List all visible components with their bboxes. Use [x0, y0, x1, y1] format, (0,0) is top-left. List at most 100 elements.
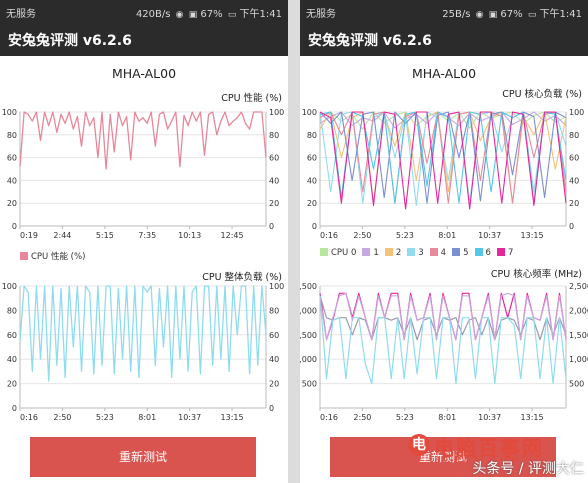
legend-swatch — [20, 252, 28, 260]
y-tick-label-right: 20 — [569, 199, 579, 208]
y-tick-label-left: 2,000 — [300, 306, 317, 315]
legend-item: 4 — [429, 248, 447, 258]
x-tick-label: 13:15 — [221, 413, 244, 422]
x-tick-label: 2:44 — [53, 231, 71, 240]
x-tick-label: 8:01 — [438, 413, 456, 422]
wifi-icon: ◉ — [475, 10, 484, 20]
y-tick-label-right: 60 — [569, 154, 579, 163]
series-line-7 — [319, 111, 567, 210]
data-icon: ▣ — [188, 10, 198, 20]
chart-title-cpu-load: CPU 整体负载 (%) — [202, 272, 282, 283]
legend-swatch — [429, 248, 438, 256]
y-tick-label-left: 80 — [307, 131, 317, 140]
y-tick-label-left: 20 — [307, 199, 317, 208]
carrier-label: 无服务 — [6, 9, 36, 20]
x-tick-label: 5:23 — [396, 231, 414, 240]
y-tick-label-right: 40 — [569, 176, 579, 185]
legend-swatch — [496, 248, 505, 256]
legend-item: 2 — [384, 248, 401, 258]
left-screenshot: 无服务 420B/s ◉ ▣ 67% ▭ 下午1:41 安兔兔评测 v6.2.6… — [0, 0, 288, 483]
watermark-name: 电脑百事网 — [434, 436, 544, 460]
legend-item: 1 — [362, 248, 379, 258]
legend-item: 6 — [474, 248, 491, 258]
y-tick-label-left: 80 — [7, 306, 17, 315]
status-bar: 无服务 25B/s ◉ ▣ 67% ▭ 下午1:41 — [300, 0, 588, 22]
clock: 下午1:41 — [239, 9, 282, 20]
x-tick-label: 5:23 — [96, 413, 114, 422]
x-tick-label: 0:19 — [20, 231, 38, 240]
right-screenshot: 无服务 25B/s ◉ ▣ 67% ▭ 下午1:41 安兔兔评测 v6.2.6 … — [300, 0, 588, 483]
battery-level: 67% — [200, 9, 223, 20]
x-tick-label: 10:37 — [478, 231, 501, 240]
y-tick-label-right: 1,000 — [569, 355, 588, 364]
device-model: MHA-AL00 — [111, 66, 177, 81]
chart-title-core-load: CPU 核心负载 (%) — [502, 89, 582, 100]
y-tick-label-left: 60 — [7, 154, 17, 163]
wifi-icon: ◉ — [175, 10, 184, 20]
retest-button[interactable]: 重新测试 — [30, 437, 256, 477]
y-tick-label-left: 100 — [2, 282, 17, 291]
y-tick-label-left: 80 — [7, 131, 17, 140]
battery-level: 67% — [500, 9, 523, 20]
legend-item: 5 — [452, 248, 469, 258]
y-tick-label-right: 2,000 — [569, 306, 588, 315]
x-tick-label: 10:37 — [178, 413, 201, 422]
y-tick-label-left: 20 — [7, 380, 17, 389]
y-tick-label-right: 100 — [269, 282, 284, 291]
x-tick-label: 10:13 — [178, 231, 201, 240]
watermark-sub: PC841.COM — [434, 456, 523, 466]
battery-icon: ▭ — [227, 10, 237, 20]
legend-swatch — [452, 248, 461, 256]
y-tick-label-right: 20 — [269, 199, 279, 208]
x-tick-label: 13:15 — [521, 413, 544, 422]
network-speed: 420B/s — [135, 9, 171, 20]
x-tick-label: 0:16 — [320, 231, 338, 240]
y-tick-label-left: 20 — [7, 199, 17, 208]
legend-label: CPU 性能 (%) — [31, 252, 86, 262]
x-tick-label: 2:50 — [353, 231, 371, 240]
watermark-author: 头条号 / 评测大仁 — [472, 461, 584, 477]
legend-label: 5 — [463, 248, 469, 258]
y-tick-label-left: 2,500 — [300, 282, 317, 291]
status-bar: 无服务 420B/s ◉ ▣ 67% ▭ 下午1:41 — [0, 0, 288, 22]
x-tick-label: 5:23 — [396, 413, 414, 422]
retest-button[interactable]: 重新测试 — [330, 437, 556, 477]
x-tick-label: 7:35 — [138, 231, 156, 240]
app-title: 安兔兔评测 v6.2.6 — [0, 22, 288, 56]
y-tick-label-right: 2,500 — [569, 282, 588, 291]
y-tick-label-left: 0 — [12, 222, 17, 231]
legend-label: 4 — [440, 248, 447, 258]
series-line-3 — [319, 292, 567, 341]
x-tick-label: 0:16 — [20, 413, 38, 422]
x-tick-label: 12:45 — [221, 231, 244, 240]
y-tick-label-left: 500 — [302, 380, 317, 389]
y-tick-label-right: 500 — [569, 380, 584, 389]
x-tick-label: 2:50 — [353, 413, 371, 422]
y-tick-label-left: 40 — [7, 176, 17, 185]
carrier-label: 无服务 — [306, 9, 336, 20]
y-tick-label-right: 80 — [569, 131, 579, 140]
chart-legend: CPU 性能 (%) — [20, 250, 85, 262]
data-icon: ▣ — [488, 10, 498, 20]
y-tick-label-right: 0 — [569, 222, 574, 231]
watermark-logo: 电 — [408, 434, 430, 456]
y-tick-label-right: 40 — [269, 176, 279, 185]
legend-label: 7 — [507, 248, 514, 258]
legend-swatch — [362, 248, 371, 256]
series-line-2 — [319, 295, 567, 385]
y-tick-label-left: 40 — [307, 176, 317, 185]
chart-core-frequency: 2,500 2,500 2,000 2,000 1,500 1,500 1,000 1,000… — [300, 282, 588, 422]
series-line-0 — [19, 111, 267, 170]
y-tick-label-right: 60 — [269, 154, 279, 163]
legend-item: 7 — [496, 248, 514, 258]
y-tick-label-right: 1,500 — [569, 331, 588, 340]
x-tick-label: 2:50 — [53, 413, 71, 422]
y-tick-label-left: 1,500 — [300, 331, 317, 340]
chart-title-core-frequency: CPU 核心频率 (MHz) — [490, 269, 582, 280]
y-tick-label-left: 60 — [7, 331, 17, 340]
y-tick-label-right: 100 — [269, 108, 284, 117]
y-tick-label-left: 40 — [7, 355, 17, 364]
